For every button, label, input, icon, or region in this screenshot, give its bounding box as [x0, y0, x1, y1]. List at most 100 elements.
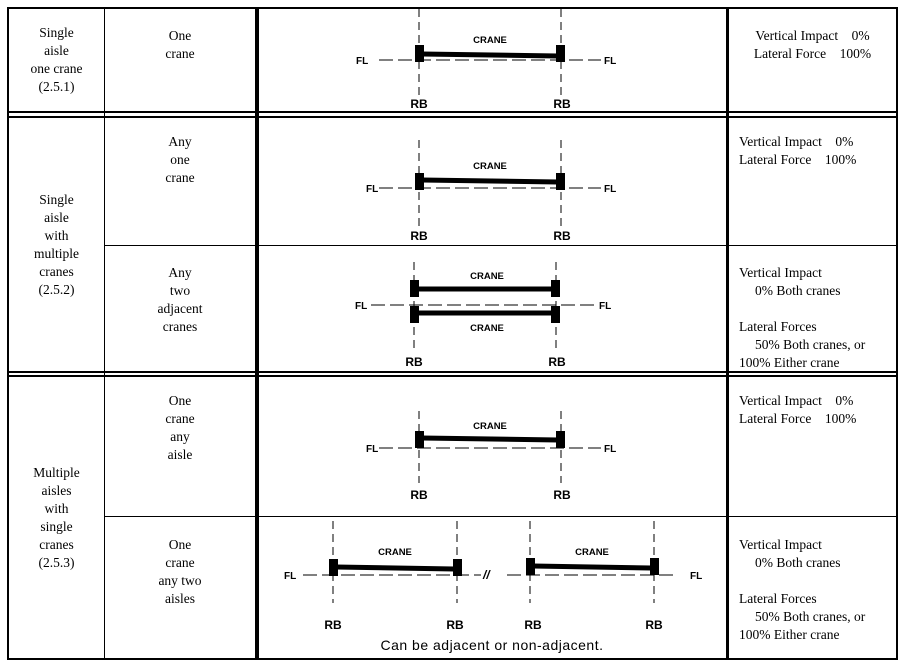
row-divider [7, 371, 898, 373]
rb-label: RB [446, 618, 464, 632]
end-truck [551, 280, 560, 297]
end-truck [556, 45, 565, 62]
fl-label: FL [599, 301, 611, 312]
row-divider [104, 245, 898, 246]
fl-label: FL [604, 444, 616, 455]
force-line: Lateral Force 100% [739, 152, 857, 167]
crane-line: crane [165, 411, 195, 426]
end-truck [415, 45, 424, 62]
end-truck [526, 558, 535, 575]
row-divider [7, 116, 898, 118]
crane-line: aisle [167, 447, 193, 462]
crane-line: One [168, 393, 192, 408]
table-border-left [7, 7, 9, 660]
rb-label: RB [553, 97, 571, 111]
crane-selection: Any one crane [105, 133, 255, 241]
crane-selection: One crane any two aisles [105, 536, 255, 656]
rail-centerlines [332, 521, 655, 603]
column-divider [104, 7, 105, 660]
end-truck [415, 431, 424, 448]
force-line: Vertical Impact 0% [739, 393, 854, 408]
end-truck [650, 558, 659, 575]
force-description: Vertical Impact 0% Lateral Force 100% [739, 133, 894, 241]
crane-selection: One crane any aisle [105, 392, 255, 512]
fl-label: FL [366, 184, 378, 195]
crane-line: cranes [162, 319, 198, 334]
end-truck [556, 173, 565, 190]
crane-girder [421, 177, 559, 185]
end-truck [453, 559, 462, 576]
crane-selection: One crane [105, 27, 255, 107]
crane-line: One [168, 537, 192, 552]
force-line: Lateral Force 100% [739, 411, 857, 426]
fl-label: FL [604, 184, 616, 195]
force-description: Vertical Impact 0% Lateral Force 100% [739, 392, 894, 512]
crane-line: any [170, 429, 190, 444]
crane-label: CRANE [470, 271, 504, 282]
fl-label: FL [356, 56, 368, 67]
crane-selection: Any two adjacent cranes [105, 264, 255, 369]
crane-girder [421, 51, 559, 59]
case-line: aisle [44, 209, 69, 225]
force-description: Vertical Impact 0% Both cranes Lateral F… [739, 536, 894, 656]
rb-label: RB [553, 229, 571, 243]
crane-diagram: FL FL CRANE RB RB [356, 9, 616, 111]
force-line-spacer [739, 572, 865, 590]
case-line: (2.5.3) [38, 554, 75, 570]
end-truck [329, 559, 338, 576]
case-line: Single [39, 25, 74, 40]
fl-label: FL [690, 571, 702, 582]
fl-label: FL [355, 301, 367, 312]
fl-label: FL [604, 56, 616, 67]
case-line: one crane [30, 61, 83, 76]
crane-line: any two [158, 573, 202, 588]
crane-line: adjacent [157, 301, 203, 316]
crane-diagram: // FL FL CRANE CRANE RB RB RB RB Can be … [284, 521, 702, 653]
case-line: with [44, 227, 69, 243]
crane-line: crane [165, 170, 195, 185]
crane-line: One [168, 28, 192, 43]
crane-line: two [169, 283, 191, 298]
rb-label: RB [645, 618, 663, 632]
column-divider [255, 7, 259, 660]
rb-label: RB [410, 229, 428, 243]
crane-girder [335, 564, 455, 572]
rb-label: RB [410, 488, 428, 502]
force-description: Vertical Impact 0% Lateral Force 100% [729, 27, 896, 107]
column-divider [726, 7, 729, 660]
end-truck [556, 431, 565, 448]
row-divider [7, 111, 898, 113]
end-truck [415, 173, 424, 190]
crane-line: one [170, 152, 190, 167]
case-line: single [40, 518, 73, 534]
table-border-right [896, 7, 898, 660]
rb-label: RB [324, 618, 342, 632]
force-line: Lateral Forces [739, 591, 817, 606]
force-line: 100% Either crane [739, 627, 840, 642]
diagram-note: Can be adjacent or non-adjacent. [380, 637, 603, 653]
rb-label: RB [548, 355, 566, 369]
rb-label: RB [410, 97, 428, 111]
case-line: cranes [39, 536, 74, 552]
case-line: (2.5.2) [38, 281, 75, 297]
row-divider [104, 516, 898, 517]
fl-label: FL [366, 444, 378, 455]
crane-diagram: FL FL CRANE RB RB [366, 411, 616, 502]
force-description: Vertical Impact 0% Both cranes Lateral F… [739, 264, 894, 371]
rb-label: RB [553, 488, 571, 502]
table-border-top [7, 7, 898, 9]
case-line: aisles [41, 482, 72, 498]
force-line: 0% Both cranes [755, 555, 841, 570]
force-line: Vertical Impact [739, 265, 822, 280]
fl-label: FL [284, 571, 296, 582]
force-line: 100% Either crane [739, 355, 840, 370]
crane-girder [532, 563, 652, 571]
crane-label: CRANE [473, 161, 507, 172]
case-line: with [44, 500, 69, 516]
force-line: Lateral Forces [739, 319, 817, 334]
crane-line: Any [168, 265, 192, 280]
case-line: (2.5.1) [38, 79, 75, 94]
force-line: 0% Both cranes [755, 283, 841, 298]
rb-label: RB [524, 618, 542, 632]
crane-label: CRANE [473, 35, 507, 46]
